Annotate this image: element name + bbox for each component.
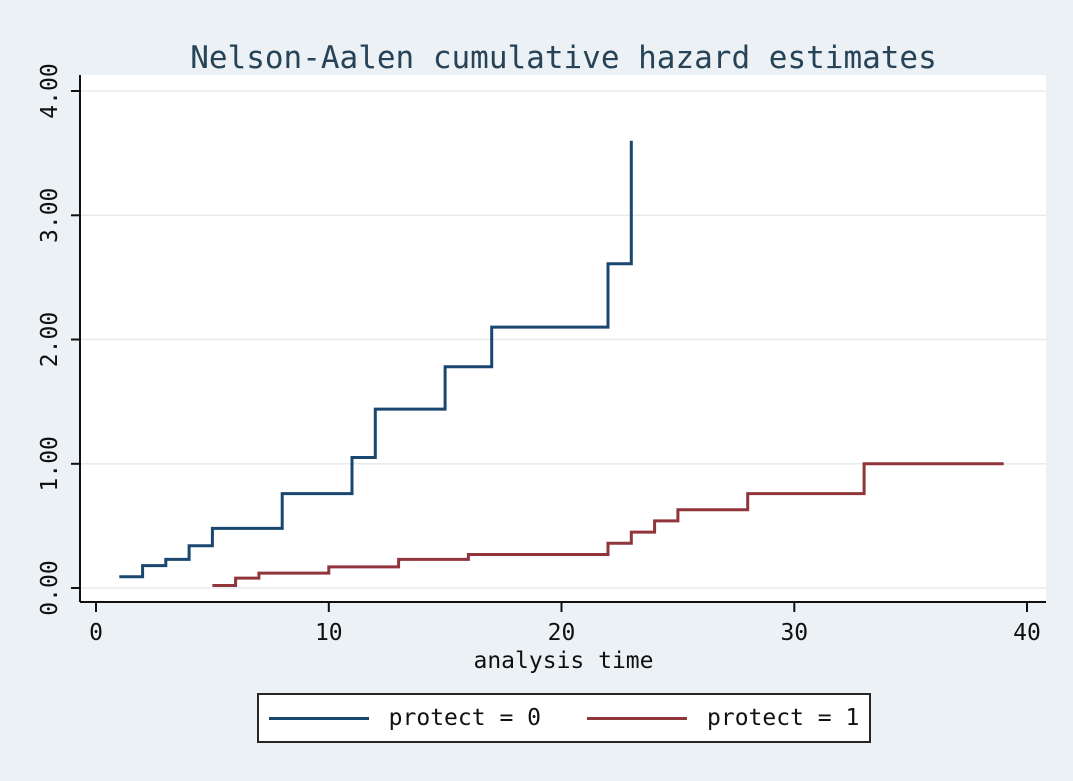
series-line-protect-0 xyxy=(119,140,633,579)
legend-item-protect-1: protect = 1 xyxy=(587,705,859,731)
y-tick-label-2.00: 2.00 xyxy=(37,312,63,367)
plot-background xyxy=(80,75,1046,602)
series-line-protect-1 xyxy=(212,462,1004,587)
x-tick-label-20: 20 xyxy=(548,620,576,646)
y-tick-label-3.00: 3.00 xyxy=(37,188,63,243)
x-tick-label-0: 0 xyxy=(89,620,103,646)
x-axis-title: analysis time xyxy=(473,648,654,674)
x-tick-label-10: 10 xyxy=(315,620,343,646)
y-tick-label-0.00: 0.00 xyxy=(37,560,63,615)
x-tick-label-30: 30 xyxy=(780,620,808,646)
legend-label-protect-1: protect = 1 xyxy=(707,705,860,731)
y-tick-label-1.00: 1.00 xyxy=(37,436,63,491)
legend-line-protect-1 xyxy=(587,716,687,720)
legend-label-protect-0: protect = 0 xyxy=(388,705,541,731)
y-tick-label-4.00: 4.00 xyxy=(37,63,63,118)
legend-line-protect-0 xyxy=(268,716,369,720)
legend: protect = 0 protect = 1 xyxy=(257,693,871,743)
legend-item-protect-0: protect = 0 xyxy=(268,705,541,731)
chart-title: Nelson-Aalen cumulative hazard estimates xyxy=(190,40,937,76)
x-tick-label-40: 40 xyxy=(1013,620,1041,646)
